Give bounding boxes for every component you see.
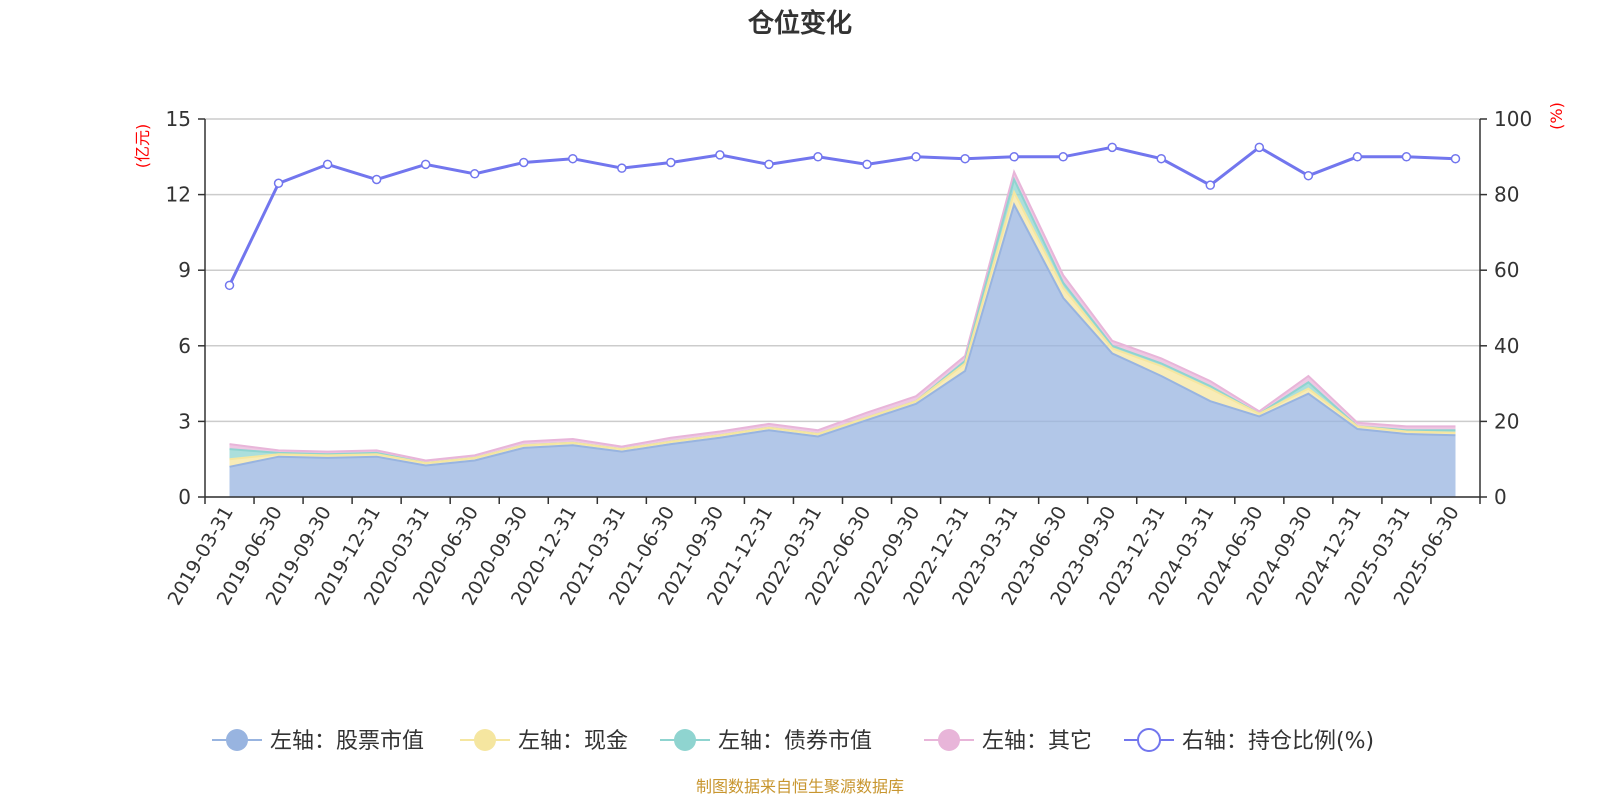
ratio-point-22	[1303, 170, 1314, 181]
ratio-point-15	[960, 153, 970, 164]
legend-marker-4	[1137, 728, 1161, 752]
right-axis-unit: (%)	[1547, 102, 1566, 130]
stacked-areas	[229, 169, 1456, 497]
ratio-point-0	[224, 280, 235, 291]
ratio-point-24	[1401, 152, 1412, 162]
left-tick-label-3: 9	[178, 258, 191, 282]
ratio-point-16	[1009, 152, 1019, 162]
ratio-point-14	[911, 152, 921, 162]
ratio-point-1	[273, 178, 284, 189]
legend-marker-0	[226, 729, 248, 751]
right-tick-label-3: 60	[1494, 258, 1519, 282]
ratio-line-path	[228, 145, 1456, 286]
ratio-point-4	[420, 159, 431, 170]
legend-marker-1	[474, 729, 496, 751]
right-tick-label-5: 100	[1494, 107, 1532, 131]
ratio-point-12	[813, 152, 823, 162]
right-tick-label-4: 80	[1494, 183, 1519, 207]
area-series-edge-3	[229, 169, 1456, 462]
legend-label-1[interactable]: 左轴：现金	[518, 729, 628, 754]
position-ratio-line	[224, 142, 1461, 291]
ratio-point-21	[1254, 142, 1265, 153]
legend-label-2[interactable]: 左轴：债券市值	[718, 729, 872, 754]
ratio-point-11	[764, 159, 774, 170]
ratio-point-5	[469, 169, 480, 179]
ratio-point-17	[1058, 152, 1068, 162]
left-tick-label-4: 12	[166, 183, 191, 207]
ratio-point-6	[519, 157, 529, 168]
ratio-point-10	[715, 150, 725, 160]
legend[interactable]: 左轴：股票市值 左轴：现金 左轴：债券市值 左轴：其它 右轴：持仓比例(%)	[212, 728, 1374, 754]
area-series-edge-0	[229, 202, 1456, 468]
ratio-point-23	[1352, 152, 1363, 162]
ratio-point-3	[371, 174, 382, 185]
left-tick-label-2: 6	[178, 334, 191, 358]
legend-label-0[interactable]: 左轴：股票市值	[270, 729, 424, 754]
legend-label-3[interactable]: 左轴：其它	[982, 729, 1092, 754]
ratio-point-25	[1450, 153, 1461, 164]
left-tick-label-1: 3	[178, 409, 191, 433]
right-tick-label-0: 0	[1494, 485, 1507, 509]
area-series-edge-1	[229, 189, 1456, 465]
ratio-point-18	[1107, 142, 1117, 153]
data-source-note: 制图数据来自恒生聚源数据库	[696, 777, 904, 796]
legend-marker-2	[674, 729, 696, 751]
ratio-point-20	[1205, 180, 1216, 190]
left-tick-label-5: 15	[166, 107, 191, 131]
legend-marker-3	[938, 729, 960, 751]
ratio-point-7	[568, 153, 578, 164]
ratio-point-19	[1156, 153, 1166, 164]
ratio-point-2	[322, 159, 333, 170]
left-tick-label-0: 0	[178, 485, 191, 509]
area-series-0	[229, 204, 1456, 497]
legend-label-4[interactable]: 右轴：持仓比例(%)	[1182, 729, 1374, 754]
ratio-point-13	[862, 159, 872, 170]
chart-title: 仓位变化	[747, 8, 852, 39]
right-tick-label-2: 40	[1494, 334, 1519, 358]
axes: 036912150204060801002019-03-312019-06-30…	[164, 107, 1533, 609]
ratio-point-8	[617, 163, 627, 173]
ratio-point-9	[666, 157, 676, 168]
right-tick-label-1: 20	[1494, 409, 1519, 433]
left-axis-unit: (亿元)	[133, 124, 152, 169]
